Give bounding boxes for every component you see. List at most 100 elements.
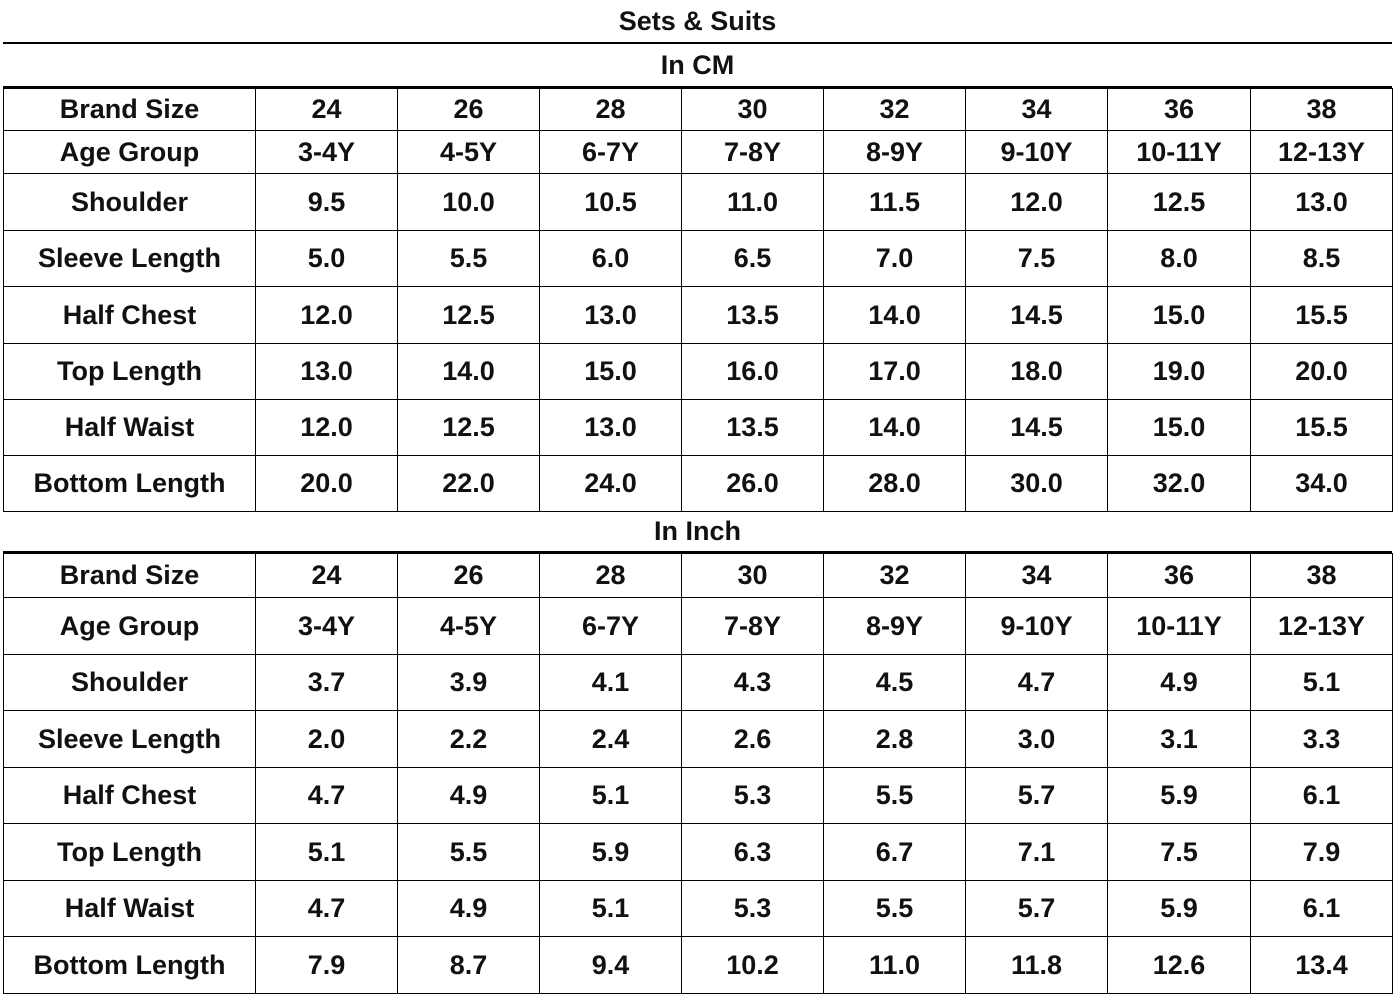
- table-cell: 7.9: [255, 936, 398, 994]
- table-cell: 10.0: [397, 173, 540, 231]
- table-cell: 4.9: [397, 767, 540, 824]
- table-cell: 16.0: [681, 343, 824, 400]
- table-cell: 13.0: [539, 399, 682, 456]
- table-cell: 20.0: [255, 455, 398, 512]
- table-cell: 36: [1107, 88, 1251, 131]
- table-cell: 5.3: [681, 767, 824, 824]
- table-cell: 24.0: [539, 455, 682, 512]
- table-cell: 5.1: [539, 767, 682, 824]
- table-cell: 14.0: [823, 286, 966, 344]
- table-cell: 7.5: [965, 230, 1108, 287]
- table-cell: 5.9: [1107, 767, 1251, 824]
- table-cell: 13.4: [1250, 936, 1393, 994]
- table-cell: 15.0: [1107, 286, 1251, 344]
- table-cell: 3.7: [255, 654, 398, 711]
- table-cell: 8-9Y: [823, 597, 966, 655]
- table-cell: 6.7: [823, 823, 966, 881]
- table-cell: 14.0: [823, 399, 966, 456]
- table-cell: 12.5: [397, 399, 540, 456]
- table-cell: 9-10Y: [965, 597, 1108, 655]
- table-cell: 19.0: [1107, 343, 1251, 400]
- row-label: Top Length: [3, 343, 256, 400]
- table-cell: 15.0: [1107, 399, 1251, 456]
- table-cell: 5.5: [823, 767, 966, 824]
- table-cell: 12-13Y: [1250, 597, 1393, 655]
- row-label: Half Waist: [3, 880, 256, 937]
- table-cell: 3.3: [1250, 710, 1393, 768]
- table-cell: 11.0: [681, 173, 824, 231]
- table-cell: 26: [397, 553, 540, 598]
- table-cell: 6.1: [1250, 880, 1393, 937]
- table-cell: 11.5: [823, 173, 966, 231]
- table-cell: 9.5: [255, 173, 398, 231]
- table-cell: 8.5: [1250, 230, 1393, 287]
- row-label: Shoulder: [3, 173, 256, 231]
- table-cell: 5.9: [1107, 880, 1251, 937]
- table-cell: 4-5Y: [397, 130, 540, 174]
- table-cell: 4.9: [1107, 654, 1251, 711]
- table-cell: 5.3: [681, 880, 824, 937]
- table-cell: 2.2: [397, 710, 540, 768]
- table-cell: 14.5: [965, 399, 1108, 456]
- table-cell: 13.5: [681, 399, 824, 456]
- table-cell: 4.7: [965, 654, 1108, 711]
- row-label: Sleeve Length: [3, 230, 256, 287]
- table-cell: 12.6: [1107, 936, 1251, 994]
- table-cell: 20.0: [1250, 343, 1393, 400]
- table-cell: 6.1: [1250, 767, 1393, 824]
- table-cell: 14.0: [397, 343, 540, 400]
- table-cell: 3-4Y: [255, 130, 398, 174]
- table-cell: 7.0: [823, 230, 966, 287]
- table-cell: 7.5: [1107, 823, 1251, 881]
- table-cell: 11.0: [823, 936, 966, 994]
- table-cell: 12.5: [397, 286, 540, 344]
- table-cell: 17.0: [823, 343, 966, 400]
- table-cell: 4-5Y: [397, 597, 540, 655]
- table-cell: 8-9Y: [823, 130, 966, 174]
- table-cell: 15.0: [539, 343, 682, 400]
- table-cell: 24: [255, 553, 398, 598]
- table-cell: 7-8Y: [681, 597, 824, 655]
- row-label: Shoulder: [3, 654, 256, 711]
- table-cell: 10-11Y: [1107, 597, 1251, 655]
- table-cell: 28.0: [823, 455, 966, 512]
- table-cell: 34: [965, 88, 1108, 131]
- table-cell: 5.0: [255, 230, 398, 287]
- table-cell: 4.9: [397, 880, 540, 937]
- table-cell: 5.7: [965, 880, 1108, 937]
- row-label: Age Group: [3, 130, 256, 174]
- table-cell: 2.4: [539, 710, 682, 768]
- table-cell: 12.0: [255, 399, 398, 456]
- table-cell: 5.5: [397, 823, 540, 881]
- table-cell: 38: [1250, 553, 1393, 598]
- table-cell: 5.5: [823, 880, 966, 937]
- table-cell: 22.0: [397, 455, 540, 512]
- table-cell: 30: [681, 553, 824, 598]
- row-label: Bottom Length: [3, 936, 256, 994]
- table-cell: 6-7Y: [539, 597, 682, 655]
- row-label: Half Chest: [3, 767, 256, 824]
- table-cell: 4.1: [539, 654, 682, 711]
- row-label: Top Length: [3, 823, 256, 881]
- table-cell: 7-8Y: [681, 130, 824, 174]
- table-cell: 18.0: [965, 343, 1108, 400]
- table-cell: 34.0: [1250, 455, 1393, 512]
- table-cell: 5.5: [397, 230, 540, 287]
- table-cell: 14.5: [965, 286, 1108, 344]
- table-cell: 6.0: [539, 230, 682, 287]
- table-cell: 26.0: [681, 455, 824, 512]
- table-cell: 3-4Y: [255, 597, 398, 655]
- table-cell: 3.1: [1107, 710, 1251, 768]
- table-cell: 28: [539, 88, 682, 131]
- row-label: Brand Size: [3, 553, 256, 598]
- table-cell: 32.0: [1107, 455, 1251, 512]
- table-cell: 5.1: [1250, 654, 1393, 711]
- table-cell: 13.0: [539, 286, 682, 344]
- table-cell: 6.3: [681, 823, 824, 881]
- table-cell: 2.6: [681, 710, 824, 768]
- table-cell: 26: [397, 88, 540, 131]
- table-cell: 10-11Y: [1107, 130, 1251, 174]
- table-cell: 38: [1250, 88, 1393, 131]
- table-cell: 4.5: [823, 654, 966, 711]
